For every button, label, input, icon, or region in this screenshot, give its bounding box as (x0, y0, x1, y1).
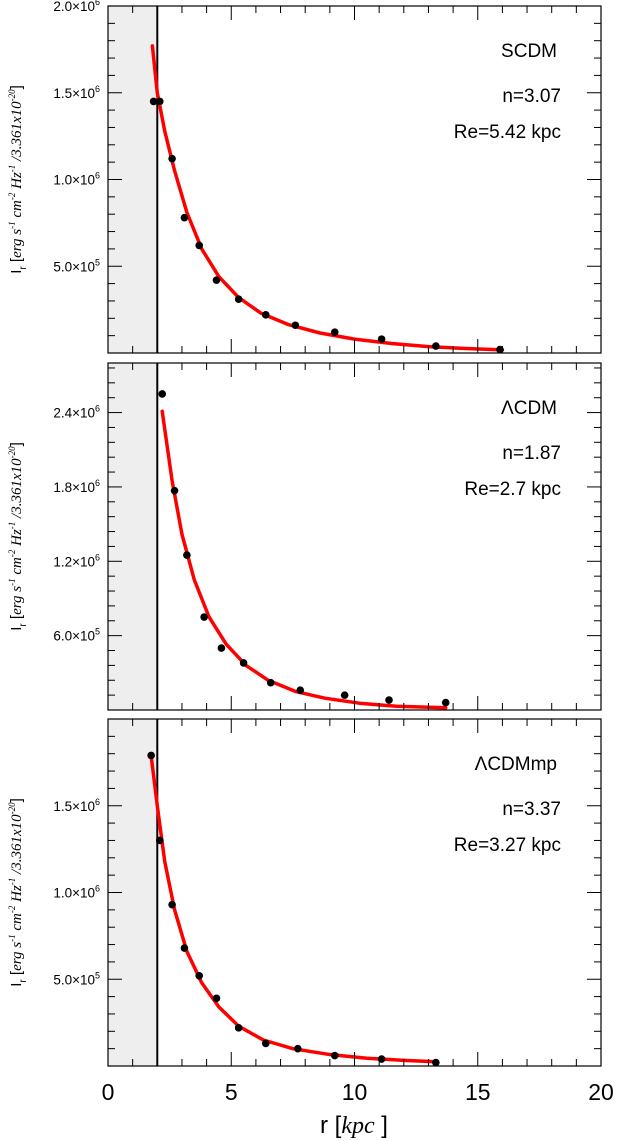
data-point (261, 311, 270, 319)
y-axis-label: Ir [erg s-1 cm-2 Hz-1 /3.361x10-20] (7, 442, 29, 631)
panel-2: 6.0×105 1.2×106 1.8×106 2.4×106 Ir [erg s-1 … (7, 362, 602, 711)
x-tick-label: 20 (588, 1079, 614, 1105)
y-tick-label: 1.5×106 (53, 797, 100, 814)
sersic-fit-curve (160, 409, 448, 710)
panel-1: 5.0×105 1.0×106 1.5×106 2.0×106 Ir [erg s-1 … (7, 0, 602, 354)
data-point (212, 994, 221, 1003)
data-point (147, 751, 155, 760)
data-point (340, 691, 349, 699)
data-point (377, 335, 386, 343)
sersic-fit-curve (150, 44, 505, 352)
panel-model-label: SCDM (501, 41, 557, 62)
y-tick-label: 2.4×106 (53, 404, 100, 421)
data-point (158, 390, 167, 398)
data-point (377, 1055, 386, 1063)
y-tick-label: 1.8×106 (53, 478, 100, 495)
data-point (168, 154, 176, 163)
effective-radius-label: Re=5.42 kpc (454, 122, 561, 143)
y-tick-label: 1.0×106 (53, 884, 100, 901)
data-point (180, 213, 189, 222)
data-point (261, 1039, 270, 1048)
data-point (294, 1044, 302, 1053)
x-axis-label: r [kpc ] (320, 1112, 388, 1139)
y-tick-label: 1.0×106 (53, 171, 100, 188)
data-point (385, 696, 393, 704)
data-point (432, 1058, 440, 1066)
data-point (234, 1024, 243, 1032)
data-point (168, 900, 176, 909)
y-tick-label: 5.0×105 (53, 970, 100, 987)
data-point (330, 1051, 339, 1060)
x-axis: 0 5 10 15 20 r [kpc ] (102, 1079, 614, 1139)
data-point (496, 345, 504, 353)
panel-model-label: ΛCDMmp (475, 754, 557, 775)
sersic-index-label: n=3.07 (502, 86, 561, 107)
data-point (200, 613, 208, 621)
y-axis-label: Ir [erg s-1 cm-2 Hz-1 /3.361x10-20] (7, 798, 29, 987)
panel-model-label: ΛCDM (501, 398, 557, 419)
data-point (239, 659, 248, 667)
data-point (212, 276, 221, 284)
data-point (234, 295, 243, 304)
data-point (217, 644, 226, 652)
x-tick-label: 10 (342, 1079, 368, 1105)
effective-radius-label: Re=2.7 kpc (464, 479, 561, 500)
y-tick-label: 1.5×106 (53, 84, 100, 101)
data-point (432, 342, 440, 350)
y-tick-label: 2.0×106 (53, 0, 100, 14)
data-point (330, 328, 339, 336)
data-point (296, 686, 305, 694)
panel-3: 5.0×105 1.0×106 1.5×106 Ir [erg s-1 cm-2 Hz… (7, 718, 602, 1067)
y-tick-label: 5.0×105 (53, 257, 100, 274)
x-tick-label: 5 (225, 1079, 238, 1105)
data-point (149, 97, 158, 106)
data-point (195, 971, 204, 980)
data-point (180, 944, 189, 952)
effective-radius-label: Re=3.27 kpc (454, 835, 561, 856)
data-point (441, 698, 450, 707)
y-axis-label: Ir [erg s-1 cm-2 Hz-1 /3.361x10-20] (7, 85, 29, 274)
shaded-core-region (108, 363, 158, 710)
y-tick-label: 6.0×105 (53, 627, 100, 644)
panels: 5.0×105 1.0×106 1.5×106 2.0×106 Ir [erg s-1 … (7, 0, 602, 1067)
data-point (183, 551, 191, 559)
sersic-index-label: n=3.37 (502, 799, 561, 820)
y-tick-label: 1.2×106 (53, 552, 100, 569)
data-point (291, 321, 300, 330)
x-tick-label: 0 (102, 1079, 115, 1105)
data-point (170, 486, 179, 495)
data-point (155, 836, 164, 845)
x-tick-label: 15 (465, 1079, 491, 1105)
data-point (266, 678, 275, 687)
sersic-fit-curve (149, 753, 438, 1064)
data-point (195, 241, 204, 250)
data-point (155, 97, 164, 106)
sersic-index-label: n=1.87 (502, 443, 561, 464)
